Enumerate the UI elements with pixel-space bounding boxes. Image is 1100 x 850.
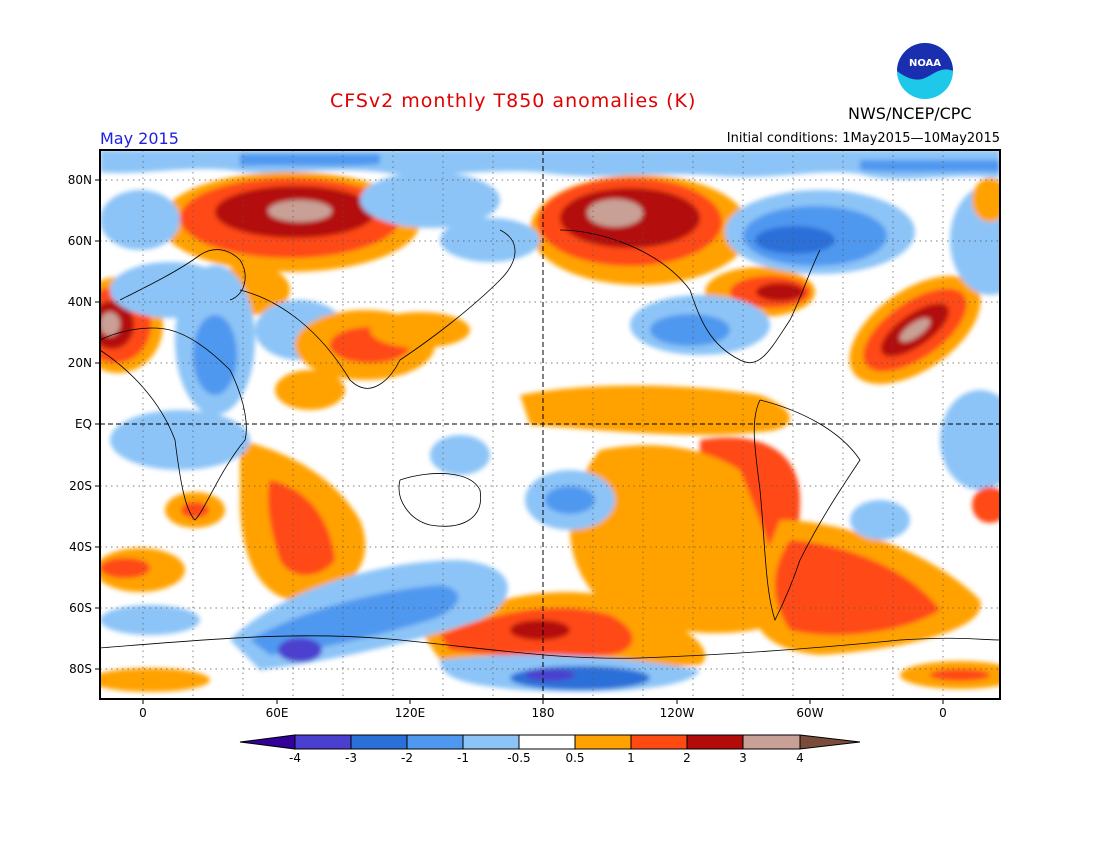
initial-conditions-label: Initial conditions: 1May2015—10May2015 [726, 131, 1000, 146]
colorbar-label: -0.5 [507, 751, 531, 765]
colorbar-cell [518, 734, 576, 750]
month-label: May 2015 [100, 129, 179, 148]
lat-label: 60N [67, 234, 92, 248]
cold-anomaly-southern-ocean [100, 390, 1000, 692]
map-title: CFSv2 monthly T850 anomalies (K) [330, 90, 697, 112]
lon-label: 120W [659, 706, 695, 720]
colorbar-label: -4 [289, 751, 301, 765]
noaa-logo-text: NOAA [909, 58, 941, 69]
graticule [100, 150, 1000, 699]
lat-label: 20S [69, 479, 92, 493]
colorbar-cell [406, 734, 464, 750]
colorbar-cell [239, 734, 296, 750]
colorbar-cell [462, 734, 520, 750]
lon-label: 0 [139, 706, 147, 720]
colorbar-cell [350, 734, 408, 750]
lon-label: 180 [531, 706, 555, 720]
colorbar-cell [799, 734, 861, 750]
warm-anomaly-alaska [530, 175, 815, 317]
equator-dateline [100, 150, 1000, 699]
colorbar-cell [294, 734, 352, 750]
lat-label: 20N [67, 356, 92, 370]
lon-label: 60E [265, 706, 289, 720]
coastlines [100, 229, 1000, 659]
lat-label: EQ [74, 417, 92, 431]
lon-label: 0 [939, 706, 947, 720]
warm-anomaly-atlantic [849, 275, 981, 385]
lon-label: 60W [796, 706, 824, 720]
lat-label: 80S [69, 662, 92, 676]
colorbar-label: 0.5 [565, 751, 585, 765]
lat-label: 60S [69, 601, 92, 615]
organization-label: NWS/NCEP/CPC [848, 104, 972, 123]
warm-anomaly-enso [520, 385, 800, 634]
lon-label: 120E [394, 706, 426, 720]
warm-anomaly-south-atlantic [420, 520, 981, 668]
warm-anomaly-indian-ocean [100, 440, 366, 600]
colorbar-label: 4 [796, 751, 804, 765]
colorbar-cell [630, 734, 688, 750]
lat-label: 40N [67, 295, 92, 309]
colorbar-label: 1 [627, 751, 635, 765]
colorbar [239, 734, 861, 750]
colorbar-cell [574, 734, 632, 750]
colorbar-label: 2 [683, 751, 691, 765]
lat-label: 80N [67, 173, 92, 187]
axis-ticks [95, 179, 944, 704]
noaa-logo: NOAA [895, 41, 955, 101]
cold-anomaly-canada [630, 190, 915, 355]
colorbar-label: -3 [345, 751, 357, 765]
colorbar-label: -1 [457, 751, 469, 765]
colorbar-cell [742, 734, 801, 750]
lat-label: 40S [69, 540, 92, 554]
colorbar-label: -2 [401, 751, 413, 765]
colorbar-label: 3 [739, 751, 747, 765]
colorbar-cell [686, 734, 744, 750]
